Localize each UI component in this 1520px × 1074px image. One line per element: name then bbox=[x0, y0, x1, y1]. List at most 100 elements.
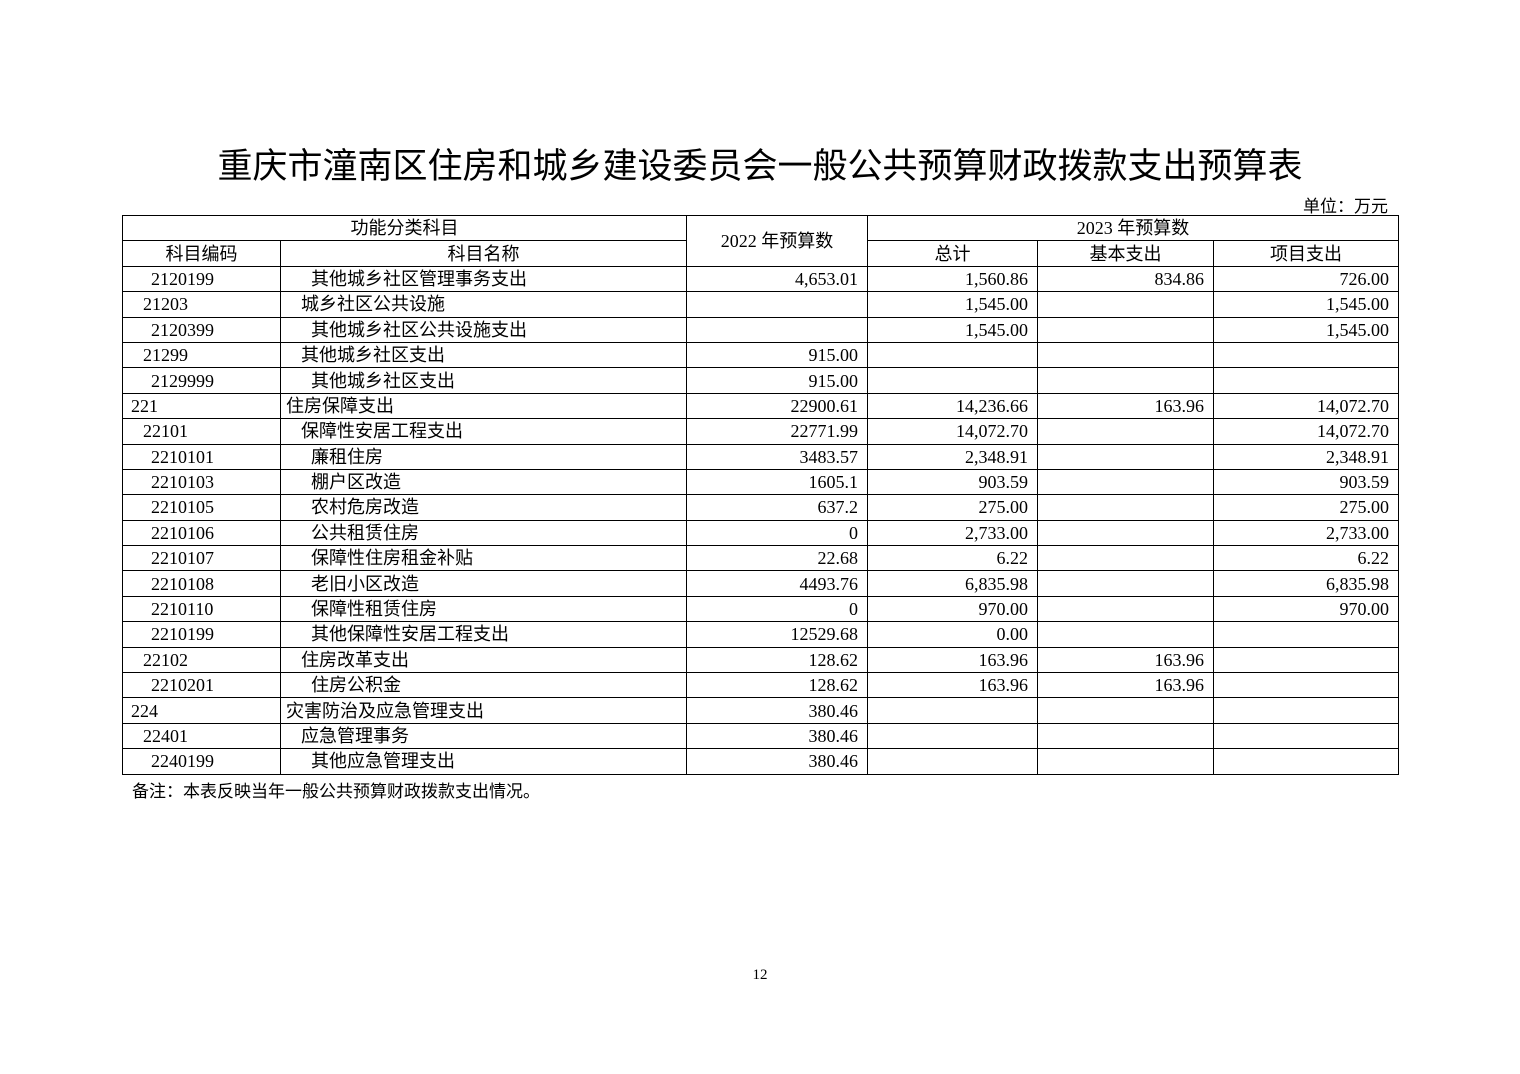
row-basic bbox=[1037, 595, 1214, 623]
row-total bbox=[867, 367, 1038, 394]
row-project: 14,072.70 bbox=[1213, 418, 1399, 445]
row-project: 1,545.00 bbox=[1213, 316, 1399, 343]
row-project: 14,072.70 bbox=[1213, 392, 1399, 420]
table-row: 2120199 其他城乡社区管理事务支出 4,653.01 1,560.86 834.8… bbox=[122, 265, 1399, 293]
budget-table: 功能分类科目 2022 年预算数 2023 年预算数 科目编码 科目名称 总计 … bbox=[122, 214, 1399, 775]
row-project bbox=[1213, 621, 1399, 648]
row-total: 2,348.91 bbox=[867, 443, 1038, 470]
row-name: 保障性安居工程支出 bbox=[280, 418, 687, 445]
row-budget-2022: 380.46 bbox=[686, 722, 868, 750]
row-total: 2,733.00 bbox=[867, 519, 1038, 547]
row-name: 老旧小区改造 bbox=[280, 570, 687, 597]
table-row: 2210106 公共租赁住房 0 2,733.00 2,733.00 bbox=[122, 519, 1399, 547]
row-name: 棚户区改造 bbox=[280, 468, 687, 496]
row-basic bbox=[1037, 494, 1214, 521]
row-total: 163.96 bbox=[867, 646, 1038, 674]
row-project: 726.00 bbox=[1213, 265, 1399, 293]
table-row: 2210107 保障性住房租金补贴 22.68 6.22 6.22 bbox=[122, 545, 1399, 572]
row-total: 275.00 bbox=[867, 494, 1038, 521]
row-total: 163.96 bbox=[867, 672, 1038, 699]
row-basic bbox=[1037, 748, 1214, 775]
row-budget-2022 bbox=[686, 316, 868, 343]
row-budget-2022: 380.46 bbox=[686, 748, 868, 775]
row-basic: 163.96 bbox=[1037, 392, 1214, 420]
row-code: 2210201 bbox=[122, 672, 281, 699]
row-code: 22101 bbox=[122, 418, 281, 445]
row-budget-2022: 4,653.01 bbox=[686, 265, 868, 293]
row-code: 22401 bbox=[122, 722, 281, 750]
row-name: 其他城乡社区支出 bbox=[280, 341, 687, 369]
row-budget-2022: 1605.1 bbox=[686, 468, 868, 496]
row-project: 275.00 bbox=[1213, 494, 1399, 521]
table-row: 21203 城乡社区公共设施 1,545.00 1,545.00 bbox=[122, 291, 1399, 318]
row-total: 1,560.86 bbox=[867, 265, 1038, 293]
row-name: 住房公积金 bbox=[280, 672, 687, 699]
row-budget-2022: 3483.57 bbox=[686, 443, 868, 470]
row-basic bbox=[1037, 316, 1214, 343]
row-basic bbox=[1037, 291, 1214, 318]
row-total bbox=[867, 341, 1038, 369]
table-row: 22102 住房改革支出 128.62 163.96 163.96 bbox=[122, 646, 1399, 674]
row-name: 应急管理事务 bbox=[280, 722, 687, 750]
row-name: 其他应急管理支出 bbox=[280, 748, 687, 775]
row-name: 公共租赁住房 bbox=[280, 519, 687, 547]
row-total: 6,835.98 bbox=[867, 570, 1038, 597]
table-row: 2210103 棚户区改造 1605.1 903.59 903.59 bbox=[122, 468, 1399, 496]
footnote: 备注：本表反映当年一般公共预算财政拨款支出情况。 bbox=[132, 782, 540, 801]
row-name: 其他城乡社区公共设施支出 bbox=[280, 316, 687, 343]
row-total bbox=[867, 697, 1038, 724]
row-basic bbox=[1037, 722, 1214, 750]
page-title: 重庆市潼南区住房和城乡建设委员会一般公共预算财政拨款支出预算表 bbox=[217, 147, 1303, 187]
row-project: 6.22 bbox=[1213, 545, 1399, 572]
row-project bbox=[1213, 748, 1399, 775]
row-project: 903.59 bbox=[1213, 468, 1399, 496]
row-project bbox=[1213, 672, 1399, 699]
row-basic: 163.96 bbox=[1037, 672, 1214, 699]
row-total: 903.59 bbox=[867, 468, 1038, 496]
row-name: 其他保障性安居工程支出 bbox=[280, 621, 687, 648]
header-budget-2022: 2022 年预算数 bbox=[686, 215, 868, 267]
row-name: 住房保障支出 bbox=[280, 392, 687, 420]
row-basic: 163.96 bbox=[1037, 646, 1214, 674]
table-row: 224 灾害防治及应急管理支出 380.46 bbox=[122, 697, 1399, 724]
row-name: 保障性租赁住房 bbox=[280, 595, 687, 623]
row-code: 2129999 bbox=[122, 367, 281, 394]
row-project bbox=[1213, 367, 1399, 394]
row-code: 2210101 bbox=[122, 443, 281, 470]
row-basic bbox=[1037, 468, 1214, 496]
row-basic bbox=[1037, 443, 1214, 470]
unit-label: 单位：万元 bbox=[1303, 197, 1388, 216]
row-basic bbox=[1037, 519, 1214, 547]
header-basic: 基本支出 bbox=[1037, 240, 1214, 267]
row-project bbox=[1213, 722, 1399, 750]
row-basic: 834.86 bbox=[1037, 265, 1214, 293]
row-budget-2022: 915.00 bbox=[686, 367, 868, 394]
row-code: 22102 bbox=[122, 646, 281, 674]
row-basic bbox=[1037, 570, 1214, 597]
row-name: 保障性住房租金补贴 bbox=[280, 545, 687, 572]
row-total: 6.22 bbox=[867, 545, 1038, 572]
row-total: 970.00 bbox=[867, 595, 1038, 623]
row-project bbox=[1213, 341, 1399, 369]
row-total: 14,236.66 bbox=[867, 392, 1038, 420]
page-number: 12 bbox=[752, 967, 768, 983]
row-code: 2120399 bbox=[122, 316, 281, 343]
row-code: 2210103 bbox=[122, 468, 281, 496]
header-total: 总计 bbox=[867, 240, 1038, 267]
row-code: 2210108 bbox=[122, 570, 281, 597]
table-row: 2210101 廉租住房 3483.57 2,348.91 2,348.91 bbox=[122, 443, 1399, 470]
row-name: 城乡社区公共设施 bbox=[280, 291, 687, 318]
row-name: 农村危房改造 bbox=[280, 494, 687, 521]
row-basic bbox=[1037, 697, 1214, 724]
table-row: 2129999 其他城乡社区支出 915.00 bbox=[122, 367, 1399, 394]
row-budget-2022: 4493.76 bbox=[686, 570, 868, 597]
row-budget-2022: 128.62 bbox=[686, 672, 868, 699]
row-code: 221 bbox=[122, 392, 281, 420]
row-budget-2022: 22900.61 bbox=[686, 392, 868, 420]
header-functional-category: 功能分类科目 bbox=[122, 214, 687, 242]
row-basic bbox=[1037, 418, 1214, 445]
row-basic bbox=[1037, 341, 1214, 369]
table-row: 22401 应急管理事务 380.46 bbox=[122, 722, 1399, 750]
row-name: 其他城乡社区支出 bbox=[280, 367, 687, 394]
row-total bbox=[867, 748, 1038, 775]
